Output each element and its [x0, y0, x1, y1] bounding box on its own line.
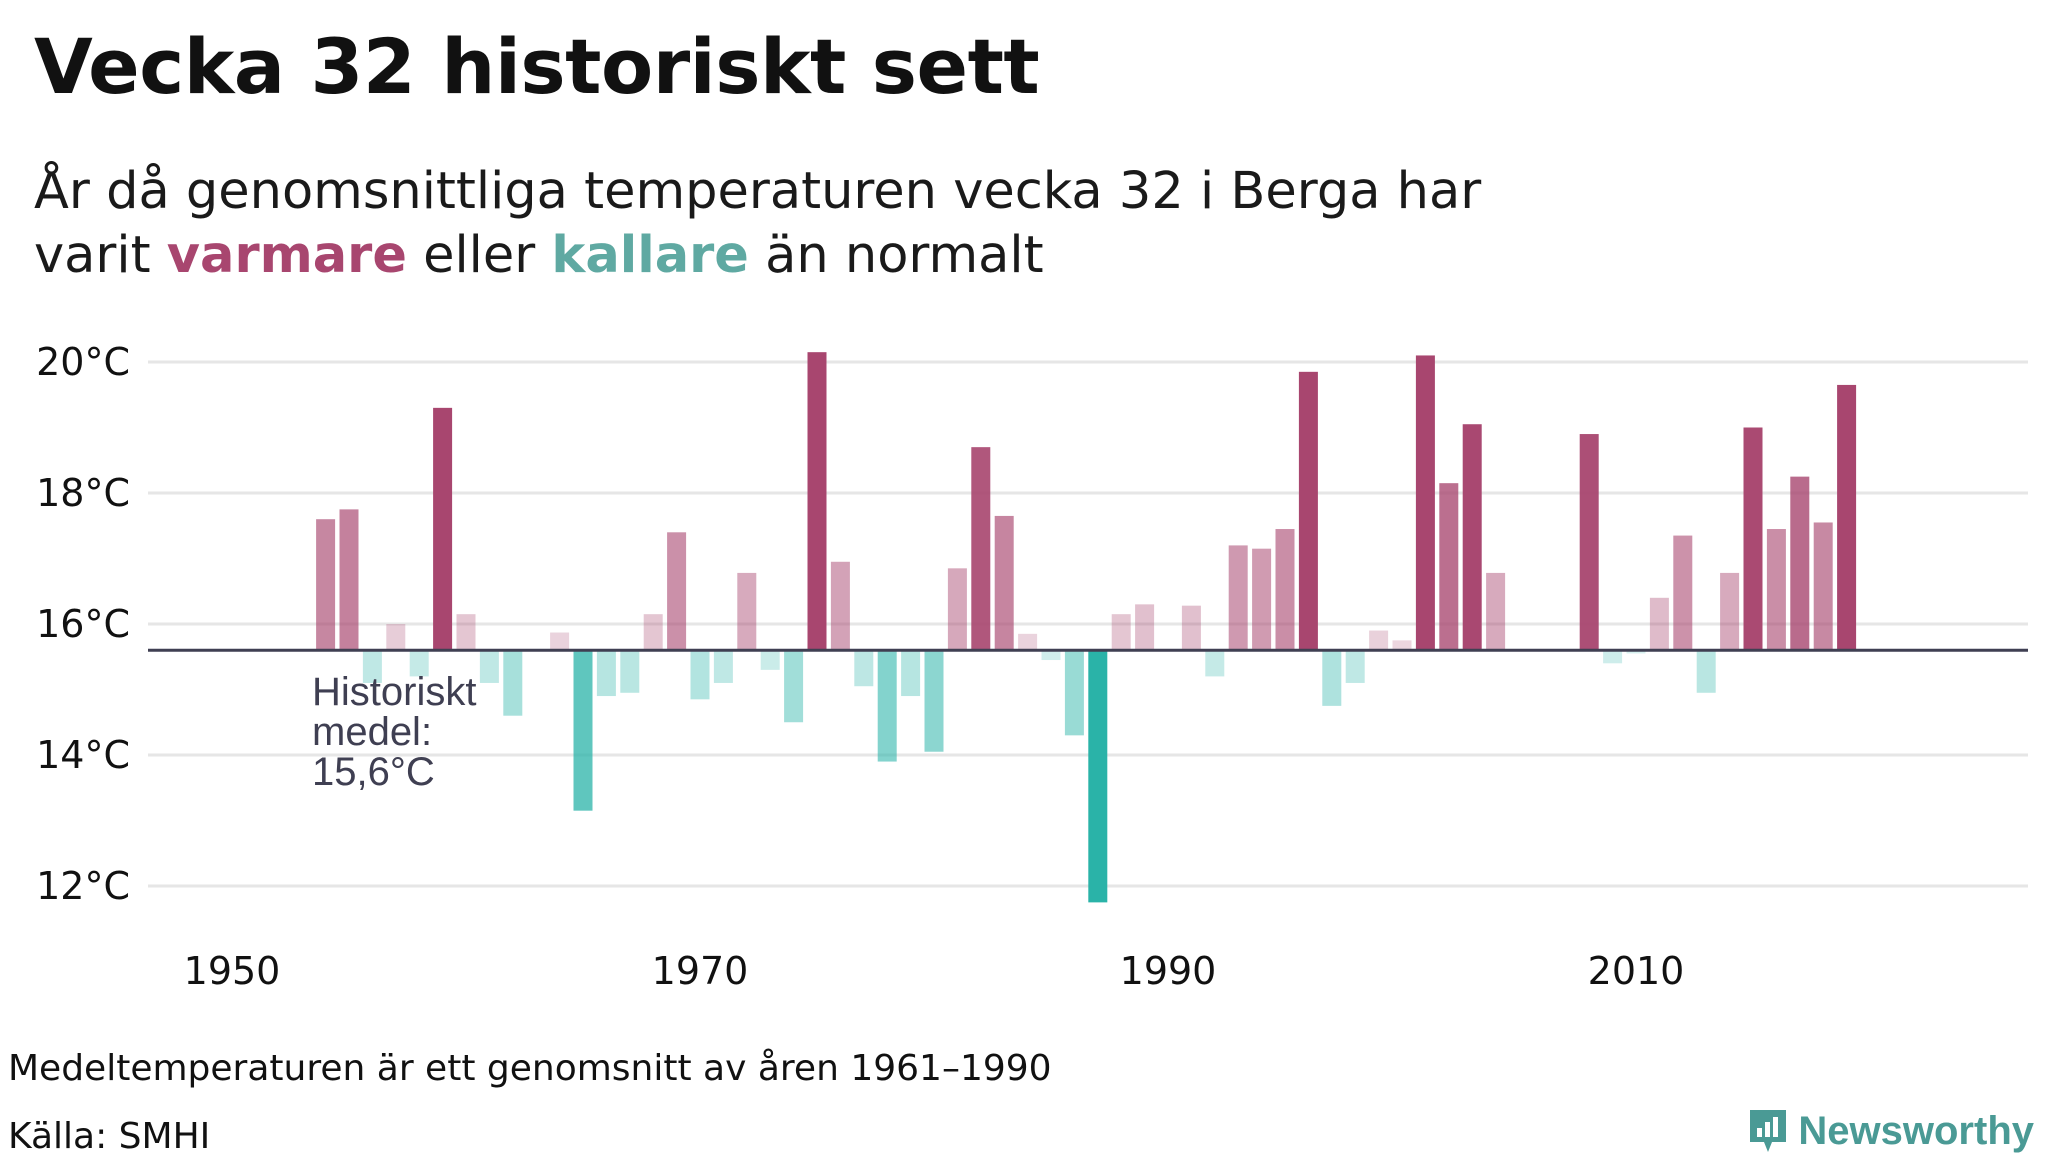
bar-2011: [1649, 597, 1669, 651]
bar-2016: [1766, 529, 1786, 651]
bar-1973: [760, 650, 780, 670]
bar-chart: 12°C 14°C 16°C 18°C 20°C 1950 1970 1990 2010 Hi…: [36, 340, 2028, 993]
bar-1967: [620, 650, 640, 693]
source-label: Källa: SMHI: [8, 1116, 211, 1157]
bar-1971: [713, 650, 733, 683]
baseline-label-line-1: Historiskt: [312, 670, 476, 714]
bar-1975: [807, 352, 827, 651]
bar-1989: [1135, 604, 1155, 651]
bar-2014: [1720, 572, 1740, 651]
bar-2015: [1743, 427, 1763, 651]
bar-1994: [1252, 548, 1272, 651]
bar-1997: [1322, 650, 1342, 706]
bar-1979: [901, 650, 921, 697]
bar-1974: [784, 650, 804, 723]
subtitle-line-1: År då genomsnittliga temperaturen vecka …: [34, 162, 1482, 221]
x-tick-label: 1970: [652, 949, 749, 993]
bar-1958: [409, 650, 429, 677]
baseline-label-line-2: medel:: [312, 710, 432, 754]
x-tick-label: 1950: [184, 949, 281, 993]
bar-2008: [1579, 434, 1599, 651]
bar-2003: [1462, 424, 1482, 651]
bar-1976: [830, 561, 850, 651]
bar-2004: [1486, 572, 1506, 651]
bar-2002: [1439, 483, 1459, 651]
bar-1978: [877, 650, 897, 762]
bar-2012: [1673, 535, 1693, 651]
subtitle-end: än normalt: [765, 226, 1044, 285]
bar-2018: [1813, 522, 1833, 651]
bar-1998: [1345, 650, 1365, 683]
bar-1984: [1018, 633, 1038, 651]
bars: [316, 352, 1857, 903]
subtitle-eller: eller: [423, 226, 536, 285]
bar-1955: [339, 509, 359, 651]
bar-1981: [947, 568, 967, 651]
bar-1965: [573, 650, 593, 811]
brand-name: Newsworthy: [1798, 1108, 2034, 1153]
bar-1957: [386, 624, 406, 651]
bar-1960: [456, 614, 476, 651]
y-tick-label: 14°C: [36, 733, 130, 777]
chart-subtitle: År då genomsnittliga temperaturen vecka …: [34, 160, 1481, 288]
newsworthy-logo-icon: [1750, 1110, 1787, 1152]
bar-1993: [1228, 545, 1248, 651]
y-tick-label: 12°C: [36, 864, 130, 908]
bar-2013: [1696, 650, 1716, 693]
gridlines: [148, 360, 2028, 888]
bar-1988: [1111, 614, 1131, 651]
bar-1970: [690, 650, 710, 700]
baseline-label-line-3: 15,6°C: [312, 750, 435, 794]
bar-1980: [924, 650, 944, 752]
brand-logo: Newsworthy: [1746, 1106, 2034, 1156]
subtitle-varit: varit: [34, 226, 151, 285]
x-tick-label: 1990: [1120, 949, 1217, 993]
footnote: Medeltemperaturen är ett genomsnitt av å…: [8, 1048, 1052, 1089]
bar-2001: [1415, 355, 1435, 651]
bar-1956: [362, 650, 382, 683]
subtitle-warm-word: varmare: [166, 226, 407, 285]
bar-1983: [994, 515, 1014, 651]
subtitle-line-2: varit varmare eller kallare än normalt: [34, 224, 1481, 288]
bar-1986: [1064, 650, 1084, 736]
bar-2017: [1790, 476, 1810, 651]
bar-1959: [433, 407, 453, 651]
bar-1961: [479, 650, 499, 683]
bar-1995: [1275, 529, 1295, 651]
bar-1996: [1298, 371, 1318, 651]
x-tick-label: 2010: [1588, 949, 1685, 993]
bar-2019: [1837, 384, 1857, 651]
bar-1987: [1088, 650, 1108, 903]
bar-1992: [1205, 650, 1225, 677]
subtitle-cold-word: kallare: [551, 226, 749, 285]
bar-1964: [550, 632, 570, 651]
bar-2009: [1603, 650, 1623, 664]
y-axis: 12°C 14°C 16°C 18°C 20°C: [36, 340, 130, 908]
bar-1962: [503, 650, 523, 716]
y-tick-label: 20°C: [36, 340, 130, 384]
bar-1969: [667, 532, 687, 651]
bar-1966: [596, 650, 616, 697]
y-tick-label: 18°C: [36, 471, 130, 515]
x-axis: 1950 1970 1990 2010: [184, 949, 1685, 993]
bar-1972: [737, 572, 757, 651]
bar-1991: [1181, 605, 1201, 651]
bar-1977: [854, 650, 874, 687]
y-tick-label: 16°C: [36, 602, 130, 646]
bar-1985: [1041, 650, 1061, 661]
bar-2010: [1626, 650, 1646, 654]
bar-1968: [643, 614, 663, 651]
bar-1954: [316, 519, 336, 651]
bar-1982: [971, 447, 991, 651]
chart-title: Vecka 32 historiskt sett: [34, 22, 1040, 111]
bar-2000: [1392, 640, 1412, 651]
bar-1999: [1369, 630, 1389, 651]
